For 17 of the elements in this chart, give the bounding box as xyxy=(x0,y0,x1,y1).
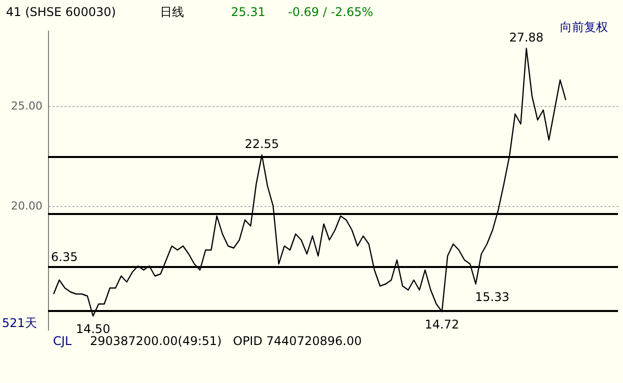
annotation: 27.88 xyxy=(509,30,544,44)
annotation: 22.55 xyxy=(244,137,280,151)
text: 25.31 xyxy=(231,5,266,19)
y-tick-label: 25.00 xyxy=(11,100,42,112)
text: 日线 xyxy=(160,5,184,19)
text: CJL xyxy=(53,334,72,348)
annotation: 6.35 xyxy=(51,250,78,264)
text: 290387200.00(49:51) xyxy=(90,334,222,348)
text: OPID 7440720896.00 xyxy=(233,334,362,348)
annotation: 14.50 xyxy=(76,322,110,336)
chart-title: 41 (SHSE 600030) xyxy=(6,5,116,19)
annotation: 14.72 xyxy=(424,318,460,332)
y-tick-label: 20.00 xyxy=(11,200,42,212)
text: -0.69 / -2.65% xyxy=(288,5,374,19)
text: 521天 xyxy=(2,316,37,330)
annotation: 向前复权 xyxy=(560,20,608,34)
annotation: 15.33 xyxy=(475,290,510,304)
